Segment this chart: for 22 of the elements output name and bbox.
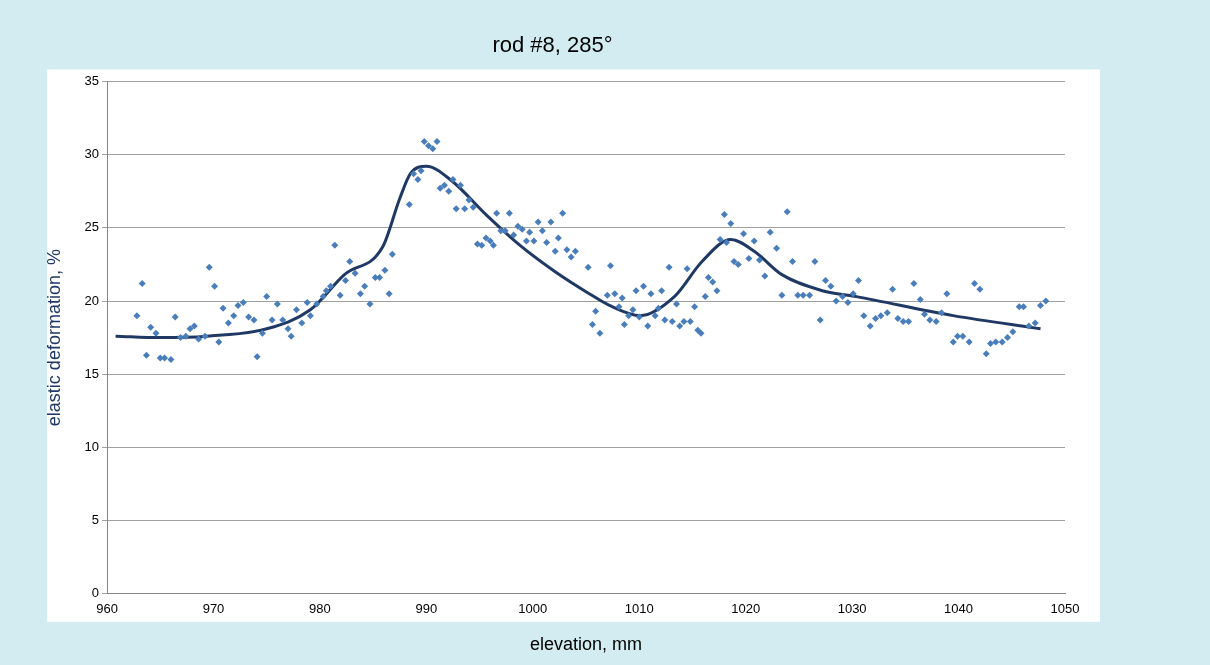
x-tick-label: 1050 <box>1050 601 1080 617</box>
x-tick-label: 980 <box>309 601 331 617</box>
x-tick-label: 1010 <box>624 601 654 617</box>
y-tick-label: 15 <box>84 365 100 381</box>
y-tick-label: 5 <box>91 512 100 528</box>
x-tick-label: 1020 <box>731 601 761 617</box>
y-tick-label: 20 <box>84 292 100 308</box>
x-tick-label: 970 <box>202 601 225 617</box>
x-tick-label: 1040 <box>944 601 974 617</box>
y-tick-label: 0 <box>91 585 100 601</box>
y-tick-label: 25 <box>84 219 100 235</box>
x-axis-title: elevation, mm <box>530 634 643 655</box>
y-tick-label: 10 <box>84 438 100 454</box>
y-tick-label: 35 <box>84 72 100 88</box>
x-tick-label: 1030 <box>837 601 867 617</box>
x-tick-label: 1000 <box>518 601 548 617</box>
x-tick-label: 990 <box>415 601 438 617</box>
line-series <box>114 164 1043 340</box>
x-tick-label: 960 <box>96 601 118 617</box>
y-tick-label: 30 <box>84 146 100 162</box>
y-axis-title: elastic deformation, % <box>43 249 64 427</box>
chart-title: rod #8, 285° <box>492 32 613 58</box>
